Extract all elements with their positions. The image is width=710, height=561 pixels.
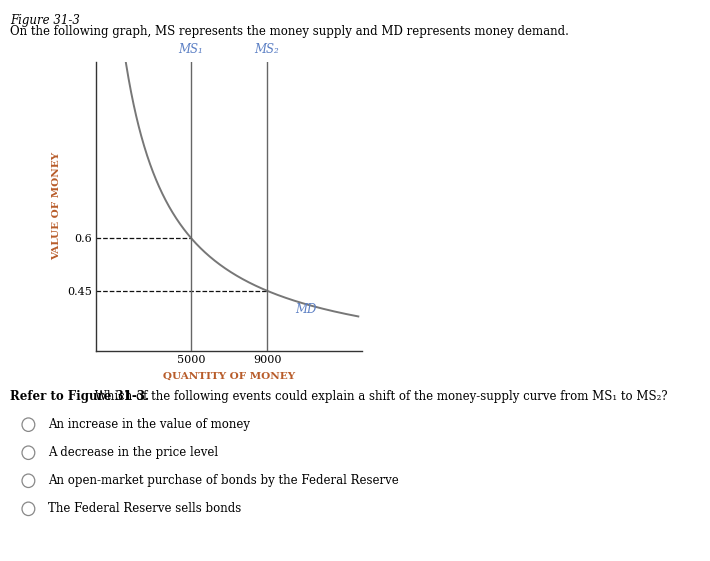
- Text: An open-market purchase of bonds by the Federal Reserve: An open-market purchase of bonds by the …: [48, 474, 399, 488]
- Text: MS₂: MS₂: [255, 43, 280, 56]
- X-axis label: QUANTITY OF MONEY: QUANTITY OF MONEY: [163, 372, 295, 381]
- Text: Figure 31-3: Figure 31-3: [10, 14, 80, 27]
- Text: The Federal Reserve sells bonds: The Federal Reserve sells bonds: [48, 502, 241, 516]
- Text: MS₁: MS₁: [178, 43, 203, 56]
- Text: Refer to Figure 31-3.: Refer to Figure 31-3.: [10, 390, 149, 403]
- Text: On the following graph, MS represents the money supply and MD represents money d: On the following graph, MS represents th…: [10, 25, 569, 38]
- Text: MD: MD: [295, 303, 317, 316]
- Text: An increase in the value of money: An increase in the value of money: [48, 418, 251, 431]
- Text: A decrease in the price level: A decrease in the price level: [48, 446, 219, 459]
- Y-axis label: VALUE OF MONEY: VALUE OF MONEY: [53, 152, 61, 260]
- Text: Which of the following events could explain a shift of the money-supply curve fr: Which of the following events could expl…: [91, 390, 667, 403]
